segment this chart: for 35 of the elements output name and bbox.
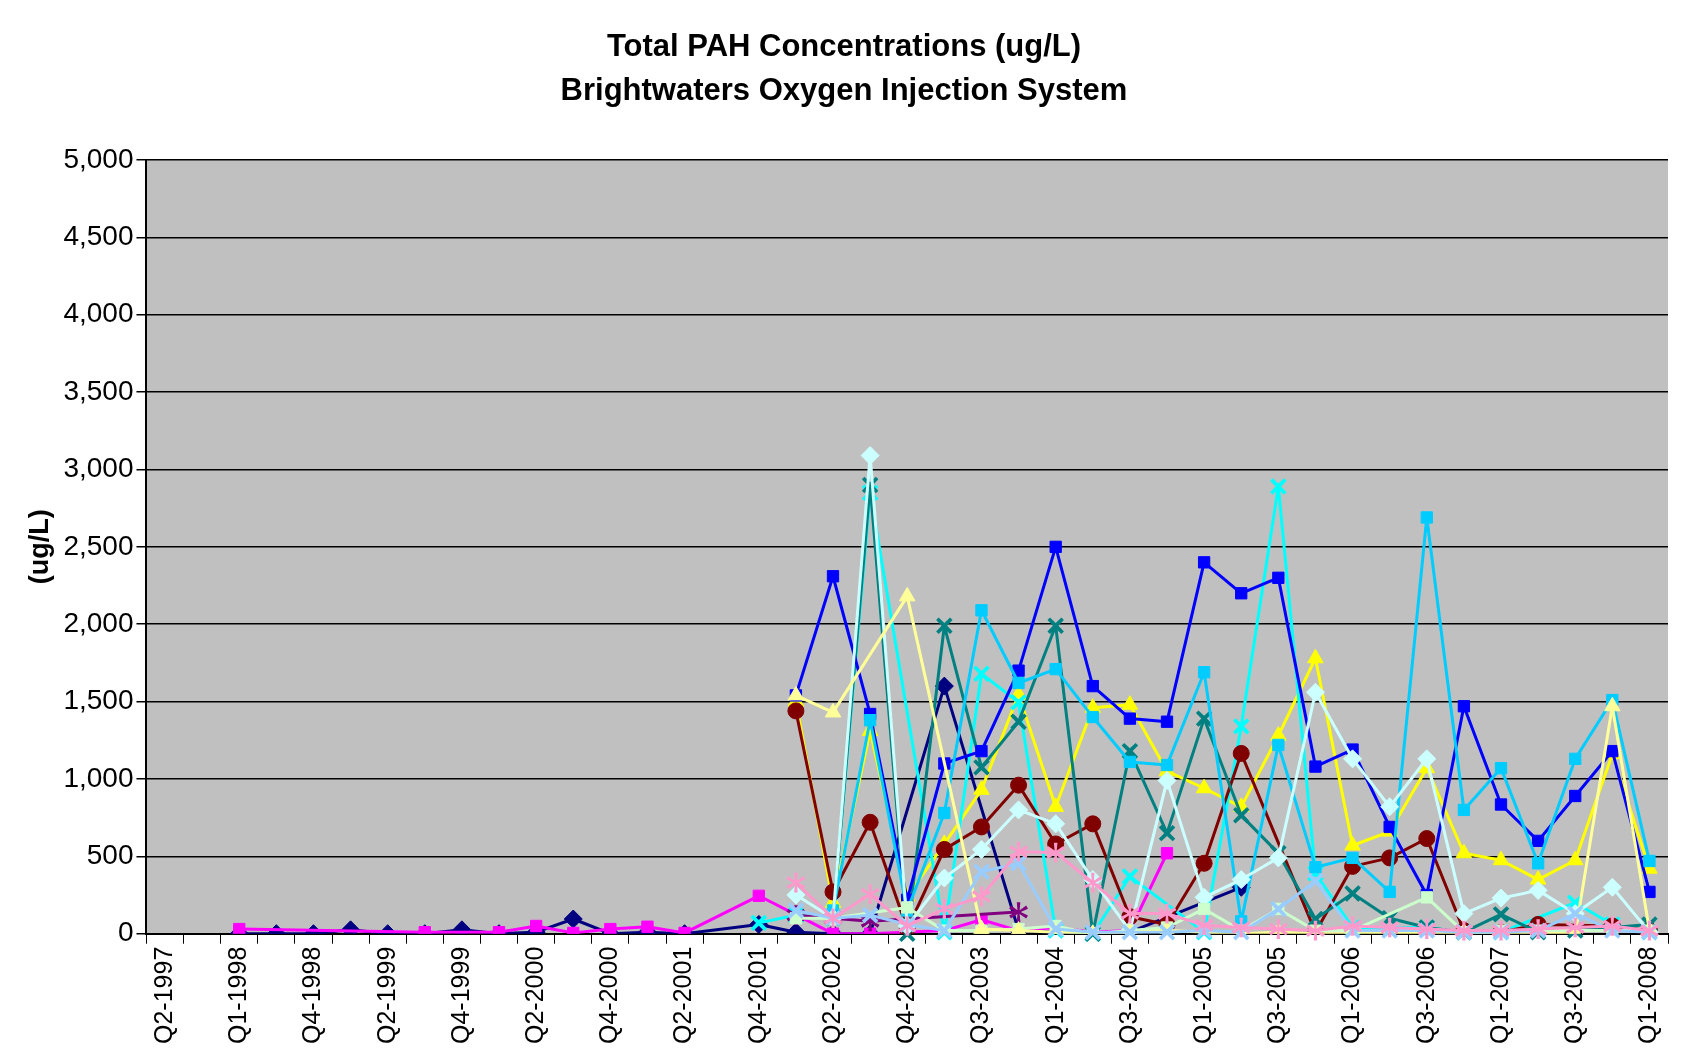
x-tick-label: Q3-2004 xyxy=(1113,946,1142,1045)
x-tick-label: Q2-2002 xyxy=(816,946,845,1045)
x-tick-label: Q4-2002 xyxy=(891,946,920,1045)
x-tick-label: Q1-2004 xyxy=(1039,946,1068,1045)
x-tick-label: Q4-1999 xyxy=(445,946,474,1045)
y-tick-label: 5,000 xyxy=(63,142,134,174)
x-tick-label: Q3-2007 xyxy=(1559,946,1588,1045)
x-tick-label: Q4-2001 xyxy=(742,946,771,1045)
y-tick-label: 3,500 xyxy=(63,374,134,406)
x-tick-label: Q4-1998 xyxy=(297,946,326,1045)
x-tick-label: Q1-2005 xyxy=(1188,946,1217,1045)
x-tick-label: Q2-1999 xyxy=(371,946,400,1045)
x-tick-label: Q3-2003 xyxy=(965,946,994,1045)
y-tick-label: 1,000 xyxy=(63,761,134,793)
x-tick-label: Q1-2007 xyxy=(1484,946,1513,1045)
y-tick-label: 0 xyxy=(117,916,134,948)
y-tick-label: 1,500 xyxy=(63,684,134,716)
y-tick-label: 3,000 xyxy=(63,452,134,484)
x-tick-label: Q1-1998 xyxy=(223,946,252,1045)
x-tick-label: Q1-2008 xyxy=(1633,946,1662,1045)
y-tick-label: 4,000 xyxy=(63,297,134,329)
x-tick-label: Q2-2000 xyxy=(520,946,549,1045)
y-tick-label: 4,500 xyxy=(63,220,134,252)
x-tick-label: Q2-1997 xyxy=(148,946,177,1045)
y-tick-label: 500 xyxy=(86,839,134,871)
y-tick-label: 2,500 xyxy=(63,529,134,561)
x-tick-label: Q1-2006 xyxy=(1336,946,1365,1045)
x-tick-label: Q3-2006 xyxy=(1410,946,1439,1045)
x-tick-label: Q3-2005 xyxy=(1262,946,1291,1045)
y-axis-title: (ug/L) xyxy=(23,509,54,585)
x-tick-label: Q2-2001 xyxy=(668,946,697,1045)
chart-title: Total PAH Concentrations (ug/L) xyxy=(605,27,1083,65)
x-tick-label: Q4-2000 xyxy=(594,946,623,1045)
chart-subtitle: Brightwaters Oxygen Injection System xyxy=(559,71,1129,109)
y-tick-label: 2,000 xyxy=(63,606,134,638)
